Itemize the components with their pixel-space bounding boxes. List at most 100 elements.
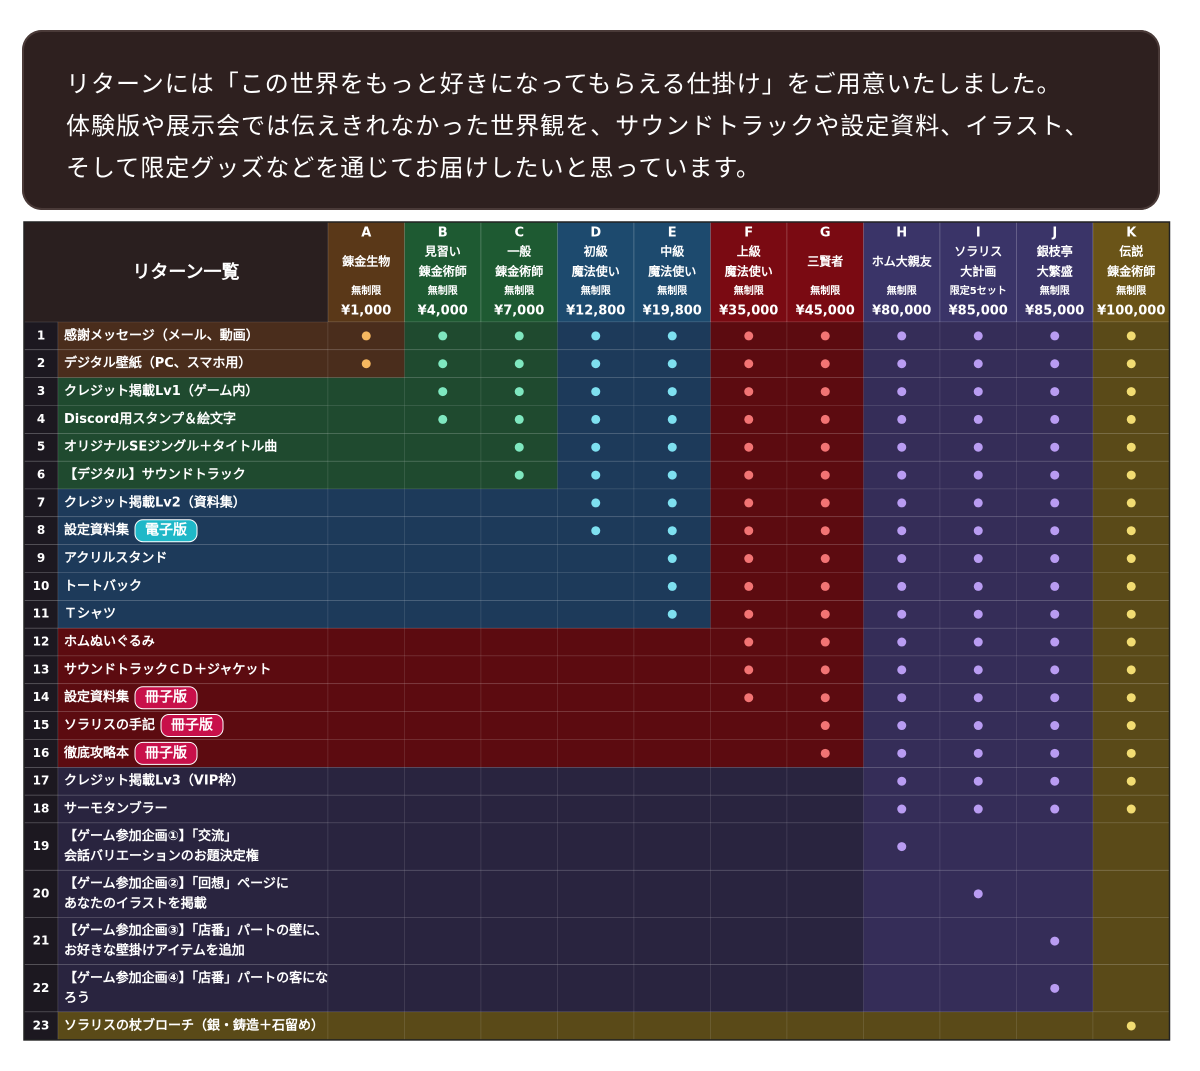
cell: [633, 766, 711, 796]
dot: [820, 331, 830, 341]
badge: [134, 686, 198, 710]
dot: [973, 637, 983, 647]
item-name: トートバック: [64, 579, 142, 594]
dot: [897, 693, 907, 703]
row-number-cell: [23, 405, 59, 434]
cell: [480, 572, 558, 601]
cell: [480, 516, 558, 545]
badge: [134, 519, 198, 543]
item-cell: [57, 655, 329, 685]
dot: [667, 442, 677, 452]
tier-name: 一般: [507, 244, 531, 259]
dot: [1126, 554, 1136, 564]
dot: [438, 359, 448, 369]
cell: [1016, 869, 1094, 918]
intro-box: リターンには「この世界をもっと好きになってもらえる仕掛け」をご用意いたしました。…: [22, 30, 1160, 210]
dot: [973, 526, 983, 536]
dot: [591, 414, 601, 424]
dot: [973, 581, 983, 591]
dot: [1126, 693, 1136, 703]
dot: [897, 526, 907, 536]
row-number-cell: [23, 655, 59, 685]
cell: [480, 711, 558, 740]
dot: [820, 498, 830, 508]
cell: [633, 964, 711, 1013]
item-cell: [57, 822, 329, 871]
dot: [973, 414, 983, 424]
item-cell: [57, 599, 329, 629]
tier-letter: E: [668, 226, 677, 241]
dot: [973, 693, 983, 703]
item-cell: [57, 321, 329, 351]
tier-name: 魔法使い: [725, 264, 773, 279]
tier-name: 錬金術師: [1107, 264, 1155, 279]
row-number: 23: [33, 1018, 50, 1032]
item-name: あなたのイラストを掲載: [64, 895, 207, 911]
row-number: 5: [37, 440, 45, 454]
dot: [1126, 359, 1136, 369]
intro-line: 体験版や展示会では伝えきれなかった世界観を、サウンドトラックや設定資料、イラスト…: [66, 112, 1090, 140]
dot: [591, 442, 601, 452]
cell: [557, 739, 635, 768]
dot: [1050, 331, 1060, 341]
cell: [710, 869, 788, 918]
item-name: お好きな壁掛けアイテムを追加: [64, 943, 245, 959]
cell: [327, 794, 405, 824]
cell: [327, 1011, 405, 1041]
row-number-cell: [23, 711, 59, 740]
cell: [710, 739, 788, 768]
cell: [327, 711, 405, 740]
tier-letter: J: [1051, 226, 1057, 241]
dot: [438, 387, 448, 397]
row-number: 4: [37, 412, 45, 426]
dot: [820, 470, 830, 480]
cell: [404, 794, 482, 824]
cell: [404, 711, 482, 740]
dot: [1050, 581, 1060, 591]
cell: [786, 964, 864, 1013]
dot: [591, 387, 601, 397]
row-number: 16: [33, 746, 50, 760]
cell: [786, 917, 864, 965]
cell: [404, 460, 482, 490]
badge-label: 冊子版: [145, 744, 187, 761]
dot: [897, 776, 907, 786]
cell: [404, 627, 482, 657]
cell: [557, 711, 635, 740]
cell: [710, 917, 788, 965]
dot: [744, 637, 754, 647]
item-cell: [57, 964, 329, 1013]
item-name: クレジット掲載Lv3（VIP枠）: [64, 773, 244, 789]
tier-header: [863, 221, 941, 323]
item-name: 【ゲーム参加企画④】「店番」パートの客にな: [64, 970, 328, 986]
dot: [1126, 637, 1136, 647]
dot: [744, 470, 754, 480]
row-number-cell: [23, 766, 59, 796]
dot: [897, 804, 907, 814]
tier-price: ¥1,000: [341, 304, 391, 319]
cell: [633, 739, 711, 768]
tier-limit: 無制限: [1116, 284, 1147, 297]
table-title: リターン一覧: [132, 261, 239, 283]
cell: [557, 964, 635, 1013]
cell: [633, 822, 711, 871]
tier-name: 初級: [584, 244, 608, 259]
cell: [327, 460, 405, 490]
cell: [557, 599, 635, 629]
cell: [557, 1011, 635, 1041]
item-name: サーモタンブラー: [64, 801, 168, 817]
tier-letter: F: [744, 226, 753, 241]
dot: [1126, 581, 1136, 591]
cell: [404, 488, 482, 518]
cell: [557, 655, 635, 685]
dot: [1050, 693, 1060, 703]
cell: [327, 683, 405, 712]
dot: [744, 498, 754, 508]
item-cell: [57, 917, 329, 965]
cell: [863, 869, 941, 918]
dot: [1050, 748, 1060, 758]
tier-name: 魔法使い: [648, 264, 696, 279]
dot: [897, 442, 907, 452]
dot: [667, 609, 677, 619]
